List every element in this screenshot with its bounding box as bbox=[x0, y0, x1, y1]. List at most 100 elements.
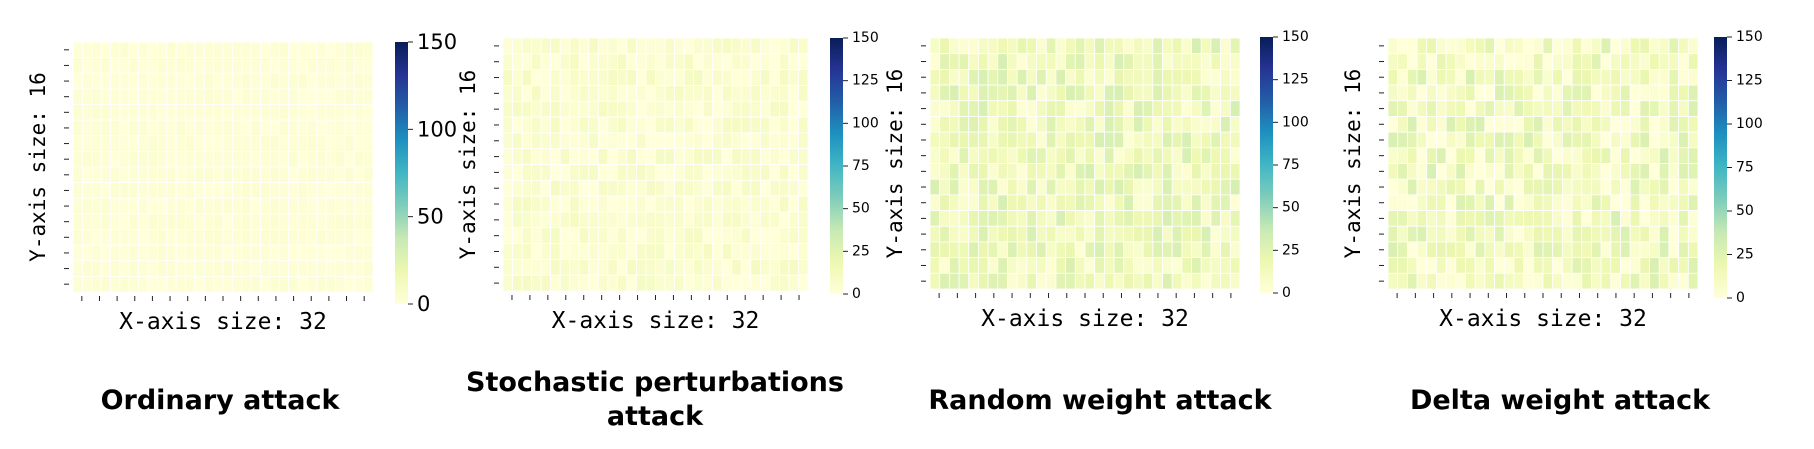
heatmap-cell bbox=[597, 258, 609, 276]
heatmap-cell bbox=[968, 100, 979, 117]
heatmap-cell bbox=[1639, 68, 1650, 86]
heatmap-cell bbox=[241, 41, 252, 59]
heatmap-cell bbox=[664, 116, 675, 134]
heatmap-cell bbox=[1600, 241, 1612, 259]
heatmap-cell bbox=[278, 182, 290, 199]
heatmap-cell bbox=[1416, 210, 1428, 227]
heatmap-cell bbox=[194, 213, 205, 230]
heatmap-cell bbox=[119, 57, 130, 74]
heatmap-cell bbox=[1397, 37, 1408, 55]
heatmap-cell bbox=[1229, 37, 1241, 55]
heatmap-cell bbox=[1581, 225, 1592, 243]
heatmap-cell bbox=[779, 148, 790, 165]
heatmap-cell bbox=[1474, 163, 1486, 180]
heatmap-cell bbox=[1542, 37, 1554, 55]
heatmap-cell bbox=[1142, 53, 1154, 70]
heatmap-cell bbox=[550, 132, 561, 150]
heatmap-cell bbox=[769, 85, 780, 102]
heatmap-cell bbox=[693, 100, 704, 118]
heatmap-cell bbox=[185, 104, 196, 121]
heatmap-cell bbox=[110, 57, 121, 74]
heatmap-cell bbox=[1436, 257, 1447, 274]
heatmap-cell bbox=[288, 260, 299, 277]
heatmap-cell bbox=[779, 179, 790, 197]
heatmap-cell bbox=[750, 148, 761, 165]
heatmap-cell bbox=[128, 244, 140, 262]
heatmap-cell bbox=[269, 166, 280, 184]
heatmap-cell bbox=[645, 243, 656, 260]
heatmap-cell bbox=[693, 164, 704, 181]
heatmap-cell bbox=[578, 227, 590, 244]
heatmap-cell bbox=[1658, 225, 1670, 243]
heatmap-cell bbox=[316, 166, 327, 184]
heatmap-cell bbox=[1591, 257, 1602, 274]
heatmap-cell bbox=[1220, 178, 1231, 196]
heatmap-cell bbox=[222, 57, 233, 74]
heatmap-cell bbox=[929, 194, 941, 211]
heatmap-cell bbox=[1152, 116, 1163, 133]
heatmap-cell bbox=[1629, 257, 1641, 274]
heatmap-cell bbox=[222, 150, 233, 168]
heatmap-cell bbox=[91, 182, 102, 199]
heatmap-cell bbox=[1513, 257, 1525, 274]
heatmap-cell bbox=[569, 53, 580, 71]
heatmap-cell bbox=[1649, 100, 1660, 117]
heatmap-cell bbox=[147, 275, 158, 293]
heatmap-cell bbox=[1687, 210, 1699, 227]
heatmap-cell bbox=[636, 258, 647, 276]
heatmap-cell bbox=[664, 69, 675, 86]
heatmap-cell bbox=[683, 37, 695, 55]
caption-ordinary-attack: Ordinary attack bbox=[100, 385, 340, 416]
heatmap-cell bbox=[759, 85, 771, 102]
heatmap-cell bbox=[636, 85, 647, 102]
heatmap-cell bbox=[550, 211, 561, 229]
heatmap-cell bbox=[203, 119, 215, 137]
heatmap-cell bbox=[521, 148, 532, 165]
heatmap-cell bbox=[175, 244, 186, 262]
heatmap-cell bbox=[91, 275, 102, 293]
heatmap-cell bbox=[1494, 147, 1505, 164]
heatmap-cell bbox=[100, 72, 111, 90]
heatmap-cell bbox=[278, 150, 290, 168]
heatmap-cell bbox=[72, 72, 83, 90]
heatmap-cell bbox=[222, 244, 233, 262]
heatmap-cell bbox=[91, 244, 102, 262]
heatmap-cell bbox=[1552, 194, 1563, 211]
heatmap-cell bbox=[1561, 131, 1573, 149]
heatmap-cell bbox=[81, 72, 93, 90]
heatmap-cell bbox=[1620, 84, 1631, 102]
heatmap-cell bbox=[1416, 257, 1428, 274]
heatmap-cell bbox=[185, 57, 196, 74]
heatmap-cell bbox=[1542, 272, 1554, 290]
heatmap-cell bbox=[1542, 241, 1554, 259]
heatmap-cell bbox=[1610, 210, 1621, 227]
heatmap-cell bbox=[578, 132, 590, 150]
heatmap-cell bbox=[203, 72, 215, 90]
heatmap-cell bbox=[1045, 178, 1057, 196]
heatmap-cell bbox=[664, 243, 675, 260]
heatmap-cell bbox=[655, 227, 666, 244]
heatmap-cell bbox=[978, 194, 989, 211]
heatmap-cell bbox=[588, 243, 599, 260]
heatmap-cell bbox=[110, 72, 121, 90]
heatmap-cell bbox=[175, 260, 186, 277]
heatmap-cell bbox=[1484, 84, 1495, 102]
heatmap-cell bbox=[213, 244, 224, 262]
heatmap-cell bbox=[731, 211, 742, 229]
heatmap-cell bbox=[156, 119, 168, 137]
heatmap-cell bbox=[550, 53, 561, 71]
heatmap-cell bbox=[1445, 84, 1457, 102]
heatmap-cell bbox=[231, 166, 243, 184]
heatmap-cell bbox=[740, 243, 752, 260]
heatmap-cell bbox=[759, 164, 771, 181]
heatmap-cell bbox=[721, 243, 733, 260]
heatmap-cell bbox=[1026, 163, 1037, 180]
heatmap-cell bbox=[1007, 257, 1018, 274]
heatmap-cell bbox=[1523, 225, 1534, 243]
heatmap-cell bbox=[128, 260, 140, 277]
heatmap-cell bbox=[731, 164, 742, 181]
heatmap-cell bbox=[929, 210, 941, 227]
heatmap-cell bbox=[344, 244, 355, 262]
heatmap-cell bbox=[1455, 272, 1466, 290]
